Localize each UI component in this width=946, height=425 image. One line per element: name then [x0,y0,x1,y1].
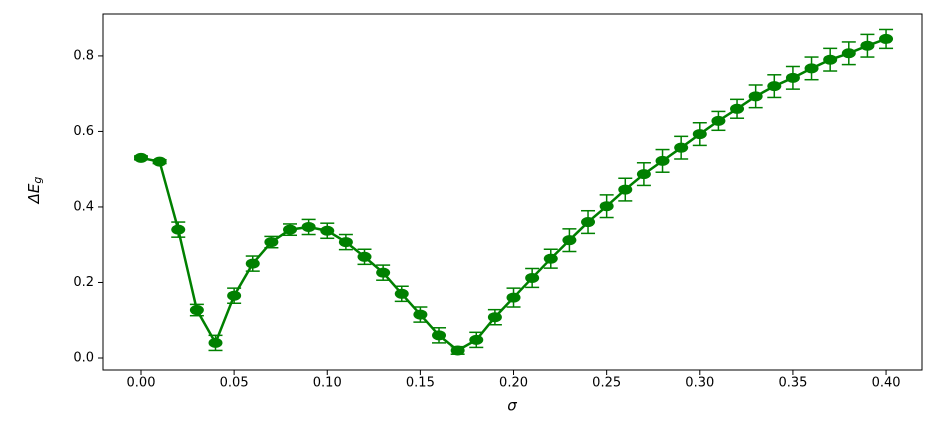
x-tick-label: 0.40 [872,376,901,391]
marker [804,63,819,74]
marker [860,40,875,51]
x-tick-label: 0.35 [778,376,807,391]
marker [133,152,148,163]
marker [283,224,298,235]
x-tick-label: 0.10 [313,376,342,391]
marker [879,33,894,44]
marker [785,72,800,83]
marker [357,251,372,262]
marker [636,169,651,180]
marker [487,312,502,323]
marker [227,290,242,301]
marker [730,103,745,114]
x-tick-label: 0.20 [499,376,528,391]
marker [320,225,335,236]
marker [432,330,447,341]
marker [264,237,279,248]
marker [543,253,558,264]
x-tick-label: 0.25 [592,376,621,391]
marker [618,184,633,195]
marker [674,142,689,153]
marker [338,237,353,248]
marker [413,309,428,320]
marker [450,345,465,356]
y-tick-label: 0.0 [73,350,94,365]
marker [655,155,670,166]
marker [525,272,540,283]
marker [208,337,223,348]
marker [562,235,577,246]
x-axis-label: σ [507,397,517,415]
marker [841,48,856,59]
marker [152,156,167,167]
y-axis-label: ΔEg [25,177,45,205]
y-tick-label: 0.8 [73,48,94,63]
marker [506,292,521,303]
marker [823,54,838,65]
marker [469,334,484,345]
marker [692,129,707,140]
marker [189,305,204,316]
marker [748,91,763,102]
marker [171,224,186,235]
marker [394,288,409,299]
x-tick-label: 0.30 [685,376,714,391]
y-axis-label-main: ΔE [25,183,43,204]
marker [581,217,596,228]
plot-frame [102,13,923,371]
y-tick-label: 0.6 [73,124,94,139]
marker [711,115,726,126]
x-tick-label: 0.00 [127,376,156,391]
marker [245,258,260,269]
marker [301,221,316,232]
x-tick-label: 0.05 [220,376,249,391]
marker [767,81,782,92]
marker [376,267,391,278]
marker [599,201,614,212]
y-axis-label-sub: g [31,177,44,184]
x-tick-label: 0.15 [406,376,435,391]
y-tick-label: 0.4 [73,199,94,214]
y-tick-label: 0.2 [73,275,94,290]
